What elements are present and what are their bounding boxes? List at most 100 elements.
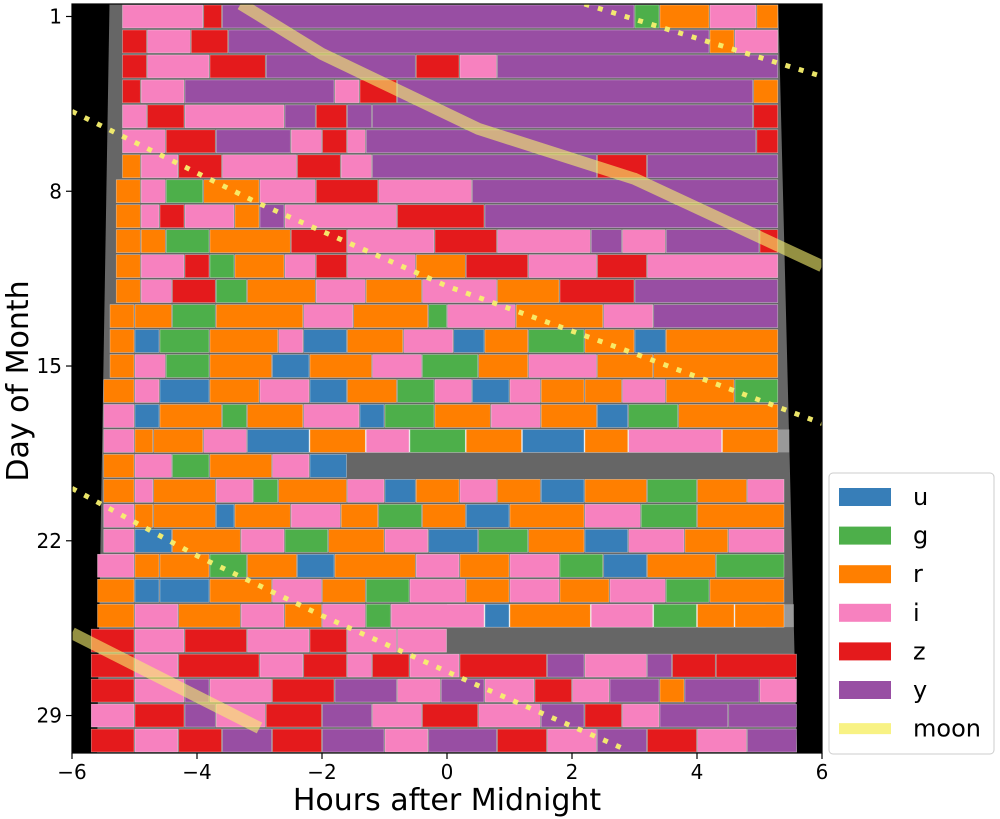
- observation-block-g: [215, 279, 247, 303]
- observation-block-r: [109, 329, 135, 353]
- observation-block-r: [697, 479, 747, 503]
- observation-block-u: [472, 379, 510, 403]
- observation-block-r: [665, 379, 735, 403]
- observation-block-z: [190, 29, 229, 54]
- observation-block-r: [709, 578, 785, 603]
- observation-block-i: [290, 504, 341, 528]
- observation-block-y: [334, 678, 397, 703]
- observation-block-u: [484, 603, 510, 628]
- observation-block-i: [103, 429, 135, 453]
- observation-block-u: [247, 429, 310, 453]
- legend-swatch-z: [839, 642, 891, 661]
- y-tick-label: 29: [37, 704, 62, 728]
- observation-block-u: [309, 454, 347, 478]
- observation-block-r: [153, 479, 216, 503]
- observation-block-u: [272, 354, 310, 378]
- observation-block-r: [284, 603, 322, 628]
- observation-block-r: [509, 603, 591, 628]
- observation-block-i: [122, 129, 166, 154]
- observation-block-r: [247, 404, 304, 428]
- observation-block-i: [628, 429, 722, 453]
- observation-block-g: [559, 553, 604, 578]
- observation-block-i: [303, 304, 354, 328]
- observation-block-r: [340, 504, 379, 528]
- observation-block-z: [459, 653, 547, 678]
- observation-block-g: [378, 504, 422, 528]
- observation-block-z: [584, 703, 622, 728]
- observation-block-r: [153, 429, 204, 453]
- observation-block-i: [734, 29, 779, 54]
- observation-block-i: [528, 254, 597, 278]
- observation-block-r: [178, 603, 241, 628]
- observation-block-y: [215, 129, 291, 154]
- observation-block-r: [540, 404, 597, 428]
- observation-block-y: [497, 54, 779, 79]
- legend-label-i: i: [913, 599, 920, 627]
- observation-block-z: [372, 653, 410, 678]
- observation-block-r: [209, 454, 272, 478]
- observation-block-r: [209, 578, 272, 603]
- observation-block-r: [365, 279, 422, 303]
- observation-block-r: [659, 678, 685, 703]
- observation-block-y: [184, 79, 335, 104]
- observation-block-i: [459, 479, 497, 503]
- observation-block-i: [322, 603, 366, 628]
- observation-block-r: [97, 603, 135, 628]
- observation-block-r: [322, 578, 366, 603]
- observation-block-r: [134, 504, 154, 528]
- observation-block-i: [603, 304, 654, 328]
- observation-block-y: [222, 4, 635, 29]
- observation-block-g: [209, 553, 247, 578]
- observation-block-r: [353, 304, 429, 328]
- observation-block-i: [203, 429, 247, 453]
- observation-block-r: [497, 479, 541, 503]
- observation-block-r: [509, 504, 585, 528]
- observation-block-z: [715, 653, 797, 678]
- observation-block-i: [347, 479, 385, 503]
- observation-block-y: [659, 703, 729, 728]
- observation-block-i: [140, 179, 166, 204]
- observation-block-g: [715, 553, 785, 578]
- observation-block-g: [640, 504, 697, 528]
- observation-block-z: [315, 104, 347, 129]
- x-tick-label: 0: [441, 760, 454, 784]
- observation-block-y: [540, 703, 585, 728]
- observation-block-i: [259, 179, 316, 204]
- observation-block-i: [709, 4, 757, 29]
- observation-block-r: [103, 479, 135, 503]
- observation-block-z: [415, 54, 460, 79]
- x-tick-label: −4: [182, 760, 211, 784]
- observation-block-i: [572, 678, 610, 703]
- observation-block-z: [597, 254, 647, 278]
- observation-block-i: [747, 479, 785, 503]
- observation-block-r: [234, 204, 260, 229]
- observation-block-i: [134, 603, 179, 628]
- observation-block-z: [134, 703, 185, 728]
- observation-block-i: [272, 578, 322, 603]
- observation-block-i: [140, 154, 179, 179]
- observation-block-r: [159, 404, 222, 428]
- observation-block-u: [634, 329, 666, 353]
- observation-block-u: [453, 329, 485, 353]
- observation-block-y: [647, 653, 672, 678]
- legend-label-y: y: [913, 676, 927, 704]
- observation-block-i: [134, 479, 154, 503]
- observation-block-g: [209, 254, 235, 278]
- observation-block-r: [153, 504, 216, 528]
- observation-block-i: [103, 504, 135, 528]
- observation-block-r: [159, 553, 210, 578]
- observation-block-u: [428, 528, 479, 553]
- observation-block-z: [203, 4, 222, 29]
- observation-block-r: [134, 429, 154, 453]
- observation-block-r: [334, 553, 416, 578]
- observation-block-i: [278, 329, 304, 353]
- observation-block-i: [315, 279, 366, 303]
- observation-block-r: [347, 329, 404, 353]
- legend-swatch-y: [839, 681, 891, 699]
- observation-block-r: [109, 304, 135, 328]
- observation-block-i: [215, 479, 254, 503]
- observation-block-r: [528, 528, 585, 553]
- observation-block-r: [115, 179, 141, 204]
- observation-block-z: [159, 204, 185, 229]
- observation-block-g: [528, 329, 585, 353]
